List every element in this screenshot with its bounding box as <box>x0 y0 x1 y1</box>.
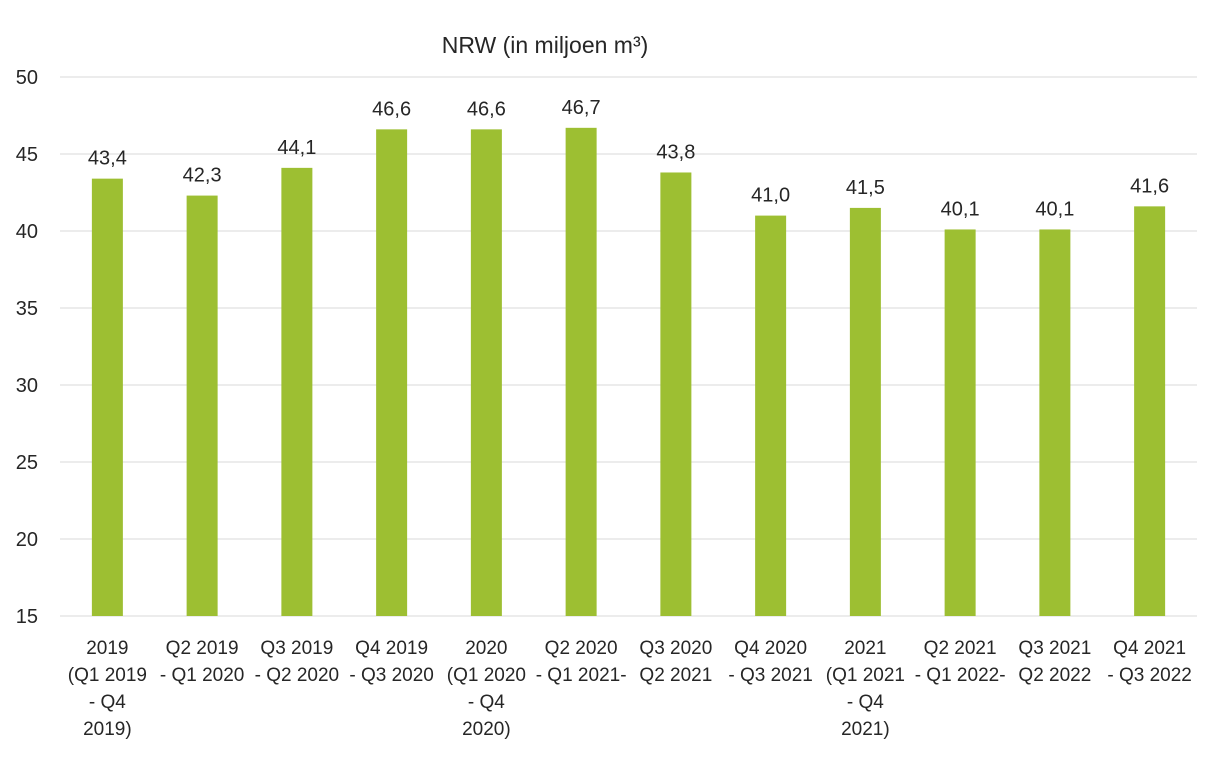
bar <box>755 215 787 616</box>
x-tick-label-line: 2019 <box>86 638 128 659</box>
x-tick-label-line: Q4 2019 <box>355 638 428 659</box>
x-tick-label-line: Q2 2022 <box>1018 665 1091 686</box>
bar <box>281 167 313 617</box>
x-tick-label: Q2 2020 - Q1 2021- <box>536 638 627 686</box>
x-tick-label: Q2 2021 - Q1 2022- <box>915 638 1006 686</box>
data-label: 46,7 <box>562 97 601 119</box>
bar <box>1039 229 1071 616</box>
x-tick-label-line: Q2 2021 <box>639 665 712 686</box>
x-tick-label-line: Q3 2019 <box>260 638 333 659</box>
data-label: 41,6 <box>1130 175 1169 197</box>
x-tick-label-line: - Q4 <box>468 692 505 713</box>
data-labels: 43,4 42,3 44,1 46,6 46,6 46,7 43,8 41,0 41,5 40,1… <box>88 97 1169 221</box>
x-tick-label-line: 2020 <box>465 638 507 659</box>
y-tick-label: 45 <box>16 144 38 166</box>
x-tick-label: Q3 2021 Q2 2022 <box>1018 638 1091 686</box>
x-tick-label: Q3 2020 Q2 2021 <box>639 638 712 686</box>
x-tick-label: Q2 2019 - Q1 2020 <box>160 638 245 686</box>
bar <box>849 207 881 616</box>
x-tick-label-line: 2019) <box>83 719 132 740</box>
bar <box>186 195 218 616</box>
data-label: 46,6 <box>467 98 506 120</box>
x-tick-label-line: Q4 2020 <box>734 638 807 659</box>
x-tick-label-line: Q2 2021 <box>924 638 997 659</box>
x-tick-label-line: - Q1 2020 <box>160 665 245 686</box>
x-tick-label-line: - Q2 2020 <box>255 665 340 686</box>
bar <box>91 178 123 616</box>
x-tick-label-line: - Q3 2022 <box>1107 665 1192 686</box>
data-label: 44,1 <box>277 137 316 159</box>
data-label: 43,8 <box>656 141 695 163</box>
y-tick-label: 40 <box>16 221 38 243</box>
y-tick-label: 25 <box>16 452 38 474</box>
x-tick-label-line: Q3 2021 <box>1018 638 1091 659</box>
x-tick-label: Q4 2021 - Q3 2022 <box>1107 638 1192 686</box>
x-tick-label-line: (Q1 2019 <box>68 665 147 686</box>
bars <box>91 127 1166 617</box>
x-tick-label-line: - Q3 2021 <box>728 665 813 686</box>
bar <box>376 129 408 617</box>
y-tick-label: 15 <box>16 606 38 628</box>
x-tick-label-line: Q2 2019 <box>166 638 239 659</box>
x-tick-label-line: Q3 2020 <box>639 638 712 659</box>
x-tick-label-line: Q4 2021 <box>1113 638 1186 659</box>
x-tick-label-line: 2021 <box>844 638 886 659</box>
data-label: 41,5 <box>846 177 885 199</box>
x-tick-label-line: 2021) <box>841 719 890 740</box>
data-label: 41,0 <box>751 185 790 207</box>
bar <box>660 172 692 617</box>
data-label: 43,4 <box>88 148 127 170</box>
x-tick-label-line: (Q1 2021 <box>826 665 905 686</box>
chart-title: NRW (in miljoen m³) <box>442 32 649 58</box>
x-tick-label-line: - Q3 2020 <box>349 665 434 686</box>
data-label: 42,3 <box>183 165 222 187</box>
y-tick-label: 35 <box>16 298 38 320</box>
x-tick-label: 2019 (Q1 2019 - Q4 2019) <box>68 638 147 740</box>
x-tick-label: Q4 2019 - Q3 2020 <box>349 638 434 686</box>
y-tick-label: 50 <box>16 67 38 89</box>
bar <box>565 127 597 616</box>
data-label: 40,1 <box>1035 198 1074 220</box>
bar <box>470 129 502 617</box>
x-tick-label: Q4 2020 - Q3 2021 <box>728 638 813 686</box>
x-tick-label-line: 2020) <box>462 719 511 740</box>
y-tick-label: 30 <box>16 375 38 397</box>
y-axis-ticks: 15 20 25 30 35 40 45 50 <box>16 67 38 628</box>
x-tick-label: 2020 (Q1 2020 - Q4 2020) <box>447 638 526 740</box>
x-tick-label-line: Q2 2020 <box>545 638 618 659</box>
x-tick-label-line: - Q1 2022- <box>915 665 1006 686</box>
x-tick-label-line: - Q4 <box>847 692 884 713</box>
x-tick-label-line: (Q1 2020 <box>447 665 526 686</box>
bar <box>944 229 976 616</box>
x-tick-label-line: - Q1 2021- <box>536 665 627 686</box>
y-tick-label: 20 <box>16 529 38 551</box>
gridlines <box>60 76 1197 617</box>
data-label: 40,1 <box>941 198 980 220</box>
data-label: 46,6 <box>372 98 411 120</box>
x-tick-label-line: - Q4 <box>89 692 126 713</box>
x-tick-label: Q3 2019 - Q2 2020 <box>255 638 340 686</box>
x-axis-ticks: 2019 (Q1 2019 - Q4 2019) Q2 2019 - Q1 2020 Q3 … <box>68 638 1192 740</box>
x-tick-label: 2021 (Q1 2021 - Q4 2021) <box>826 638 905 740</box>
bar <box>1134 206 1166 617</box>
